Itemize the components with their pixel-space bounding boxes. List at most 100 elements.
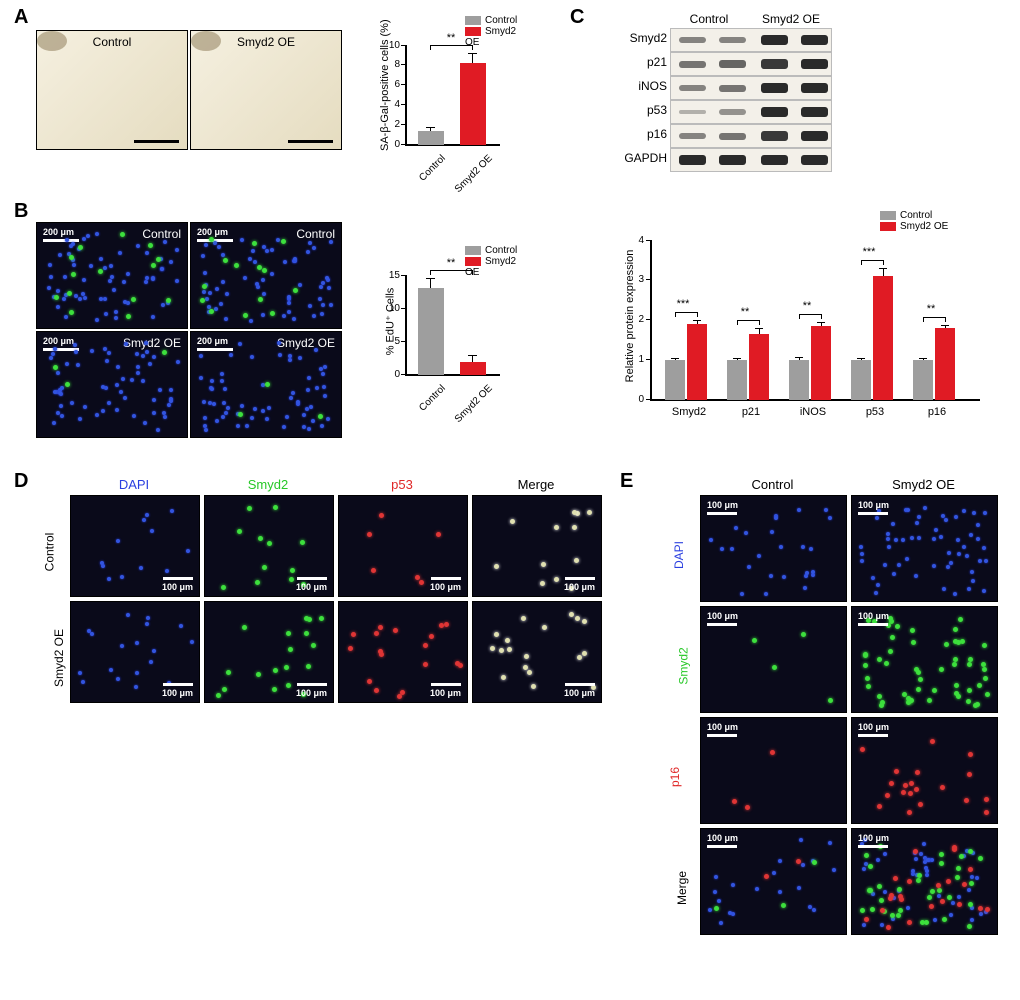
d-col-Merge: Merge <box>472 477 600 492</box>
legend: Control Smyd2 OE <box>465 15 530 48</box>
c-bar-oe-p16 <box>935 328 955 400</box>
e-img-Merge-Smyd2 OE: 100 μm <box>851 828 998 935</box>
b-control-1: Control <box>142 227 181 241</box>
wb-row-label-GAPDH: GAPDH <box>615 151 667 165</box>
c-x-p21: p21 <box>729 406 773 418</box>
b-oe-1: Smyd2 OE <box>123 336 181 350</box>
d-img-Control-p53: 100 μm <box>338 495 468 597</box>
e-row-p16: p16 <box>668 766 682 786</box>
b-img-3: 200 μm Smyd2 OE <box>36 331 188 438</box>
b-img-2: 200 μm Control <box>190 222 342 329</box>
a-x-control: Control <box>412 153 448 189</box>
c-bar-control-p21 <box>727 360 747 400</box>
wb-row-label-p21: p21 <box>615 55 667 69</box>
wb-col-control: Control <box>670 12 748 26</box>
panel-d-label: D <box>14 470 28 493</box>
c-sig-p21: ** <box>730 306 760 318</box>
e-row-Merge: Merge <box>675 870 689 904</box>
e-img-Smyd2-Control: 100 μm <box>700 606 847 713</box>
c-x-p53: p53 <box>853 406 897 418</box>
e-img-DAPI-Smyd2 OE: 100 μm <box>851 495 998 602</box>
e-img-p16-Smyd2 OE: 100 μm <box>851 717 998 824</box>
d-col-Smyd2: Smyd2 <box>204 477 332 492</box>
c-bar-oe-Smyd2 <box>687 324 707 400</box>
legend: Control Smyd2 OE <box>465 245 530 278</box>
bar-oe <box>460 362 486 375</box>
e-img-Smyd2-Smyd2 OE: 100 μm <box>851 606 998 713</box>
c-x-p16: p16 <box>915 406 959 418</box>
legend: Control Smyd2 OE <box>880 210 948 232</box>
d-img-Control-Smyd2: 100 μm <box>204 495 334 597</box>
c-x-Smyd2: Smyd2 <box>667 406 711 418</box>
b-control-2: Control <box>296 227 335 241</box>
c-bar-control-p16 <box>913 360 933 400</box>
d-row-Control: Control <box>42 533 56 572</box>
a-x-oe: Smyd2 OE <box>448 153 495 200</box>
legend-swatch-oe <box>465 27 481 36</box>
panel-a-oe-label: Smyd2 OE <box>237 35 295 49</box>
wb-row-label-iNOS: iNOS <box>615 79 667 93</box>
d-img-Control-Merge: 100 μm <box>472 495 602 597</box>
e-row-Smyd2: Smyd2 <box>677 647 691 684</box>
c-bar-oe-p21 <box>749 334 769 400</box>
d-img-Smyd2 OE-Merge: 100 μm <box>472 601 602 703</box>
wb-row-label-p16: p16 <box>615 127 667 141</box>
d-img-Smyd2 OE-Smyd2: 100 μm <box>204 601 334 703</box>
wb-col-oe: Smyd2 OE <box>752 12 830 26</box>
d-col-p53: p53 <box>338 477 466 492</box>
c-bar-oe-p53 <box>873 276 893 400</box>
panel-a-image-oe: Smyd2 OE <box>190 30 342 150</box>
panel-a-label: A <box>14 6 28 29</box>
a-sig: ** <box>440 32 462 44</box>
wb-strip-Smyd2 <box>670 28 832 52</box>
wb-strip-p21 <box>670 52 832 76</box>
c-sig-p53: *** <box>854 246 884 258</box>
e-row-DAPI: DAPI <box>672 540 686 568</box>
scalebar <box>134 140 179 143</box>
wb-strip-iNOS <box>670 76 832 100</box>
e-col-Smyd2 OE: Smyd2 OE <box>851 477 996 492</box>
panel-c-barchart: Control Smyd2 OE Relative protein expres… <box>620 210 1010 440</box>
panel-c-label: C <box>570 6 584 29</box>
wb-row-label-Smyd2: Smyd2 <box>615 31 667 45</box>
e-img-Merge-Control: 100 μm <box>700 828 847 935</box>
wb-strip-GAPDH <box>670 148 832 172</box>
b-ylabel: % EdU⁺ Cells <box>384 277 397 367</box>
bar-oe <box>460 63 486 145</box>
wb-strip-p53 <box>670 100 832 124</box>
d-img-Control-DAPI: 100 μm <box>70 495 200 597</box>
wb-row-label-p53: p53 <box>615 103 667 117</box>
b-img-1: 200 μm Control <box>36 222 188 329</box>
panel-b-barchart: Control Smyd2 OE % EdU⁺ Cells 0 5 10 15 … <box>380 245 530 415</box>
b-img-4: 200 μm Smyd2 OE <box>190 331 342 438</box>
c-bar-control-iNOS <box>789 360 809 400</box>
e-img-p16-Control: 100 μm <box>700 717 847 824</box>
wb-strip-p16 <box>670 124 832 148</box>
bar-control <box>418 288 444 375</box>
d-row-Smyd2 OE: Smyd2 OE <box>52 629 66 687</box>
panel-a-control-label: Control <box>93 35 132 49</box>
bar-control <box>418 131 444 145</box>
c-bar-control-Smyd2 <box>665 360 685 400</box>
legend-swatch-control <box>465 16 481 25</box>
b-scale: 200 μm <box>43 227 74 237</box>
c-sig-iNOS: ** <box>792 300 822 312</box>
d-img-Smyd2 OE-DAPI: 100 μm <box>70 601 200 703</box>
d-img-Smyd2 OE-p53: 100 μm <box>338 601 468 703</box>
scalebar <box>288 140 333 143</box>
c-bar-oe-iNOS <box>811 326 831 400</box>
c-sig-Smyd2: *** <box>668 298 698 310</box>
legend-control: Control <box>485 15 517 26</box>
panel-e-label: E <box>620 470 633 493</box>
b-sig: ** <box>440 257 462 269</box>
panel-b-label: B <box>14 200 28 223</box>
y-axis <box>405 45 407 145</box>
panel-a-barchart: Control Smyd2 OE SA-β-Gal-positive cells… <box>380 15 530 175</box>
c-bar-control-p53 <box>851 360 871 400</box>
b-oe-2: Smyd2 OE <box>277 336 335 350</box>
d-col-DAPI: DAPI <box>70 477 198 492</box>
c-x-iNOS: iNOS <box>791 406 835 418</box>
c-sig-p16: ** <box>916 303 946 315</box>
e-col-Control: Control <box>700 477 845 492</box>
panel-a-image-control: Control <box>36 30 188 150</box>
